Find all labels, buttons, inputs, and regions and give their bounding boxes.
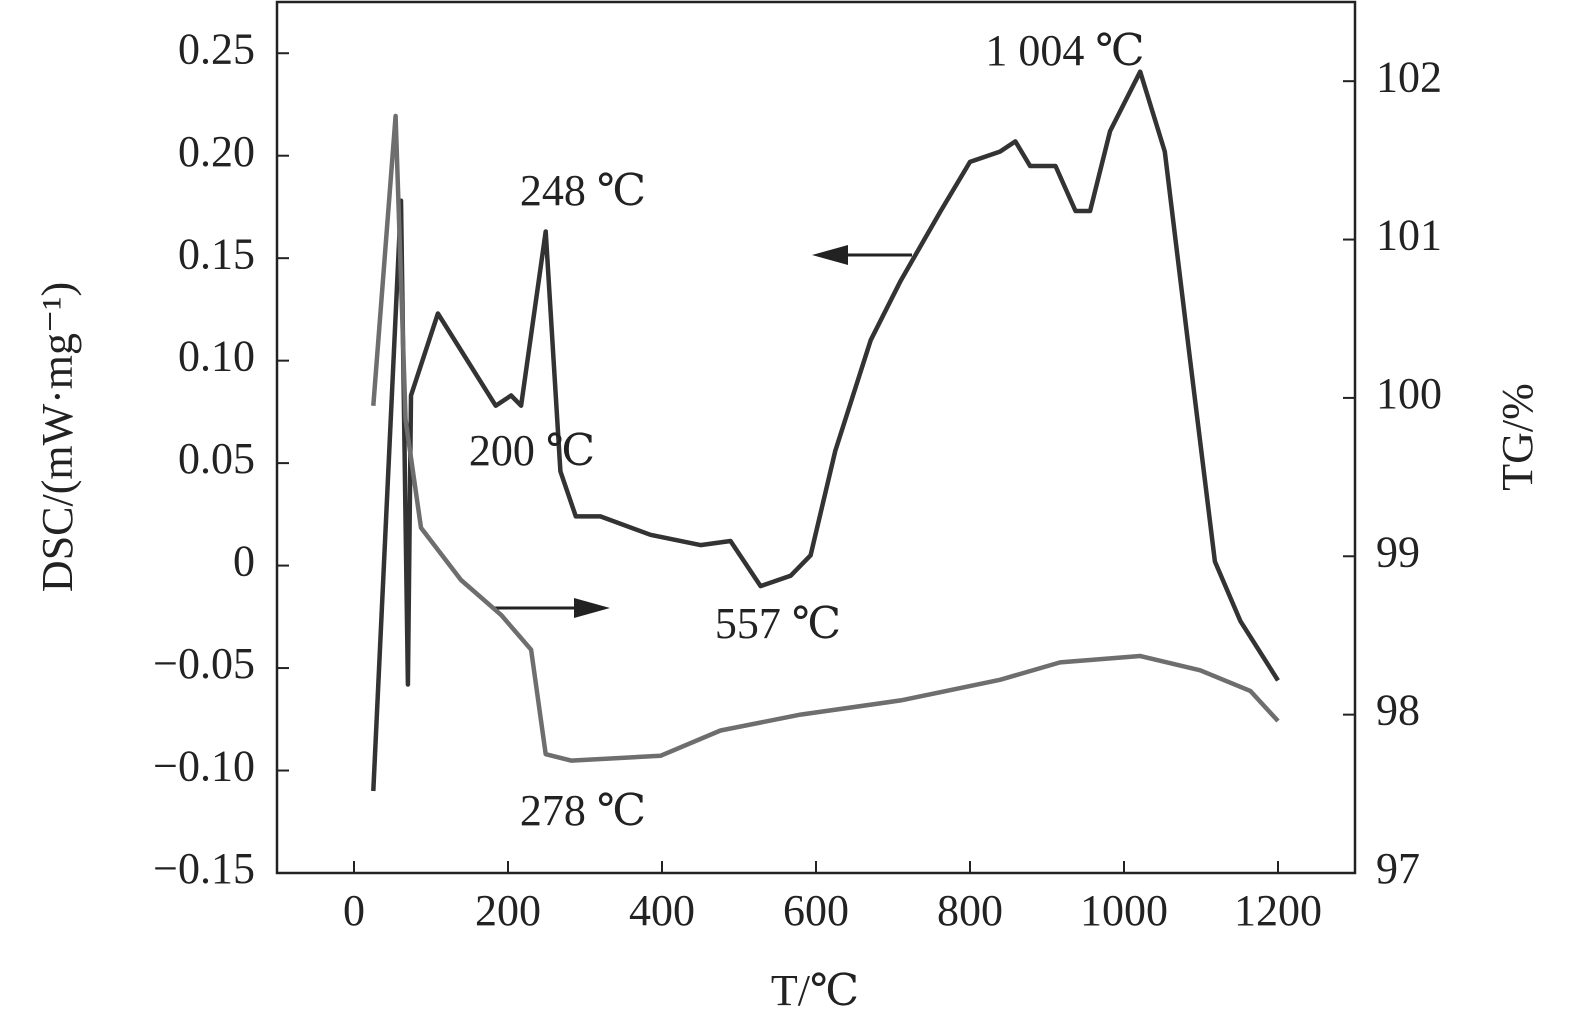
x-tick-label: 1200 — [1234, 886, 1322, 935]
y2-tick-label: 102 — [1376, 52, 1442, 101]
x-tick-label: 1000 — [1080, 886, 1168, 935]
y2-axis-label: TG/% — [1493, 383, 1542, 491]
x-axis-label: T/℃ — [771, 966, 859, 1015]
annotation: 278 ℃ — [520, 786, 646, 835]
y-tick-label: 0 — [233, 537, 255, 586]
annotation: 1 004 ℃ — [985, 26, 1144, 75]
y2-tick-label: 100 — [1376, 369, 1442, 418]
annotation: 200 ℃ — [469, 426, 595, 475]
series-line — [371, 69, 1280, 792]
arrows — [495, 245, 912, 618]
y-tick-label: 0.05 — [178, 434, 255, 483]
y2-tick-label: 99 — [1376, 527, 1420, 576]
y-tick-label: 0.25 — [178, 24, 255, 73]
y-tick-label: 0.10 — [178, 332, 255, 381]
plot-frame — [275, 0, 1357, 875]
y-tick-label: −0.15 — [153, 844, 255, 893]
y2-tick-label: 101 — [1376, 211, 1442, 260]
y-tick-label: −0.05 — [153, 639, 255, 688]
x-tick-label: 800 — [937, 886, 1003, 935]
y2-tick-label: 97 — [1376, 844, 1420, 893]
series-line — [371, 113, 1280, 763]
arrow-right-head — [574, 598, 610, 618]
y-tick-label: 0.15 — [178, 229, 255, 278]
arrow-left-head — [812, 245, 848, 265]
y2-tick-label: 98 — [1376, 686, 1420, 735]
annotation: 248 ℃ — [520, 166, 646, 215]
annotation: 557 ℃ — [715, 599, 841, 648]
x-tick-label: 600 — [783, 886, 849, 935]
y-tick-label: 0.20 — [178, 127, 255, 176]
y-tick-label: −0.10 — [153, 742, 255, 791]
x-tick-label: 400 — [629, 886, 695, 935]
y-axis-label: DSC/(mW·mg⁻¹) — [33, 282, 82, 592]
x-tick-label: 0 — [343, 886, 365, 935]
x-tick-label: 200 — [475, 886, 541, 935]
